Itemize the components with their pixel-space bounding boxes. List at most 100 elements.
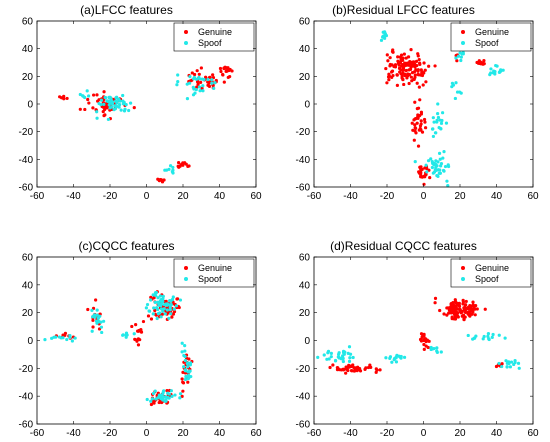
panel-d-points bbox=[316, 296, 521, 375]
scatter-point-spoof bbox=[155, 316, 159, 321]
scatter-point-genuine bbox=[452, 311, 457, 315]
panel-c-title: (c)CQCC features bbox=[78, 239, 174, 253]
scatter-point-genuine bbox=[339, 368, 343, 372]
scatter-point-spoof bbox=[161, 294, 165, 298]
scatter-point-spoof bbox=[456, 54, 461, 58]
scatter-point-spoof bbox=[153, 389, 157, 393]
scatter-point-genuine bbox=[410, 79, 414, 83]
scatter-point-genuine bbox=[421, 83, 425, 87]
scatter-point-genuine bbox=[141, 319, 146, 324]
scatter-point-genuine bbox=[387, 78, 391, 82]
scatter-point-spoof bbox=[96, 316, 100, 320]
scatter-point-genuine bbox=[165, 389, 169, 393]
scatter-point-spoof bbox=[436, 160, 440, 164]
scatter-point-spoof bbox=[151, 293, 155, 297]
x-tick-label: 0 bbox=[421, 428, 427, 439]
scatter-point-spoof bbox=[144, 306, 148, 310]
y-tick-label: -60 bbox=[296, 420, 311, 431]
scatter-point-spoof bbox=[384, 356, 388, 360]
scatter-point-spoof bbox=[152, 306, 156, 310]
scatter-point-spoof bbox=[458, 90, 462, 94]
scatter-point-genuine bbox=[415, 121, 419, 125]
scatter-point-genuine bbox=[408, 67, 413, 71]
scatter-point-spoof bbox=[435, 173, 439, 178]
scatter-point-spoof bbox=[500, 364, 504, 369]
scatter-point-genuine bbox=[228, 67, 232, 72]
panel-a-y-axis: 60 40 20 0 -20 -40 -60 bbox=[19, 17, 34, 194]
scatter-point-spoof bbox=[182, 353, 186, 358]
scatter-point-genuine bbox=[416, 52, 420, 56]
legend-label-spoof: Spoof bbox=[198, 274, 222, 284]
y-tick-label: 20 bbox=[22, 308, 34, 319]
scatter-point-spoof bbox=[123, 107, 127, 111]
scatter-point-spoof bbox=[442, 150, 446, 154]
scatter-point-genuine bbox=[466, 312, 470, 316]
scatter-point-genuine bbox=[470, 312, 474, 316]
scatter-point-genuine bbox=[199, 66, 203, 70]
scatter-point-genuine bbox=[92, 93, 96, 97]
y-tick-label: -20 bbox=[296, 127, 311, 138]
scatter-point-spoof bbox=[168, 305, 172, 309]
scatter-point-genuine bbox=[219, 69, 223, 74]
scatter-point-spoof bbox=[488, 73, 492, 77]
scatter-point-genuine bbox=[390, 69, 395, 73]
scatter-point-spoof bbox=[197, 85, 202, 89]
scatter-point-spoof bbox=[149, 399, 153, 403]
scatter-point-spoof bbox=[162, 307, 166, 311]
scatter-point-spoof bbox=[453, 96, 457, 101]
scatter-point-spoof bbox=[50, 336, 54, 340]
scatter-point-genuine bbox=[395, 73, 399, 77]
y-tick-label: 60 bbox=[299, 253, 311, 264]
legend-marker-spoof bbox=[461, 41, 465, 45]
y-tick-label: 60 bbox=[299, 17, 311, 28]
scatter-point-genuine bbox=[181, 370, 185, 374]
scatter-point-genuine bbox=[103, 113, 107, 117]
scatter-point-spoof bbox=[212, 86, 216, 90]
scatter-point-spoof bbox=[439, 121, 444, 125]
scatter-point-genuine bbox=[86, 97, 90, 102]
scatter-point-genuine bbox=[419, 73, 423, 77]
scatter-point-genuine bbox=[180, 394, 184, 398]
scatter-point-spoof bbox=[516, 361, 521, 365]
scatter-point-spoof bbox=[113, 104, 117, 108]
scatter-point-spoof bbox=[454, 56, 458, 60]
x-tick-label: 60 bbox=[250, 191, 262, 202]
scatter-point-spoof bbox=[168, 299, 172, 303]
scatter-point-genuine bbox=[186, 380, 190, 384]
scatter-point-genuine bbox=[407, 81, 411, 86]
scatter-point-spoof bbox=[54, 335, 58, 339]
panel-b-points bbox=[379, 30, 505, 188]
scatter-point-spoof bbox=[431, 116, 435, 120]
legend-box bbox=[173, 258, 255, 288]
scatter-point-spoof bbox=[188, 363, 192, 367]
scatter-point-spoof bbox=[508, 365, 512, 369]
scatter-point-genuine bbox=[385, 53, 389, 57]
scatter-point-genuine bbox=[136, 343, 141, 347]
scatter-point-spoof bbox=[180, 350, 184, 354]
panel-c-ticks bbox=[36, 256, 257, 425]
scatter-point-spoof bbox=[114, 99, 118, 103]
scatter-point-spoof bbox=[347, 359, 352, 363]
scatter-point-spoof bbox=[435, 349, 439, 353]
panel-b-title: (b)Residual LFCC features bbox=[332, 3, 475, 17]
scatter-point-spoof bbox=[437, 151, 442, 155]
scatter-point-spoof bbox=[351, 355, 355, 360]
scatter-point-spoof bbox=[129, 101, 133, 105]
y-tick-label: 40 bbox=[299, 280, 311, 291]
scatter-point-genuine bbox=[221, 73, 225, 77]
scatter-point-spoof bbox=[348, 356, 352, 360]
scatter-point-genuine bbox=[402, 52, 406, 56]
y-tick-label: 20 bbox=[299, 72, 311, 83]
scatter-point-spoof bbox=[445, 179, 449, 183]
panel-a-x-axis: -60 -40 -20 0 20 40 60 bbox=[30, 191, 262, 202]
y-tick-label: -40 bbox=[296, 155, 311, 166]
scatter-point-genuine bbox=[331, 363, 335, 367]
legend-marker-spoof bbox=[461, 277, 465, 281]
scatter-point-genuine bbox=[83, 107, 87, 112]
scatter-point-spoof bbox=[107, 95, 111, 99]
scatter-point-genuine bbox=[476, 61, 481, 65]
scatter-point-spoof bbox=[394, 360, 399, 364]
scatter-point-genuine bbox=[422, 334, 426, 338]
scatter-point-spoof bbox=[454, 81, 458, 85]
